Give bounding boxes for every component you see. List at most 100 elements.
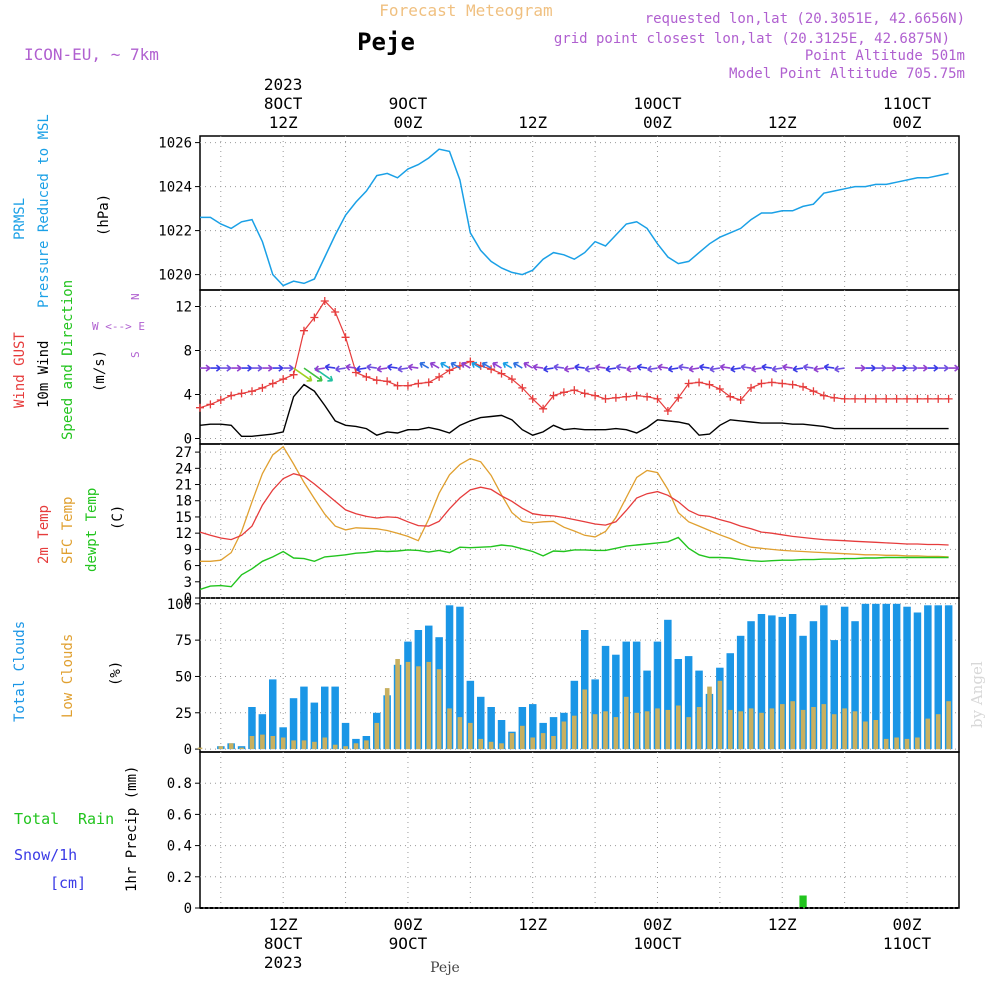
gust-marker [196, 403, 204, 412]
wind-direction-arrow [761, 363, 772, 371]
y-tick-label: 8 [184, 344, 192, 360]
total-cloud-bar [445, 605, 454, 750]
grid-lines [200, 136, 959, 909]
total-cloud-bar [799, 635, 807, 750]
low-cloud-bar [603, 711, 608, 750]
low-cloud-bar [811, 707, 816, 750]
gust-marker [726, 392, 735, 401]
total-cloud-bar [788, 614, 797, 750]
precip-panel [199, 751, 960, 909]
wind-direction-arrow [553, 363, 565, 371]
gust-marker [497, 369, 506, 378]
low-cloud-bar [260, 734, 265, 750]
low-cloud-bar [831, 714, 837, 750]
total-cloud-bar [466, 680, 475, 750]
low-cloud-bar [613, 717, 619, 750]
low-cloud-bar [197, 747, 203, 750]
gust-marker [518, 383, 527, 392]
wind-direction-arrow [200, 364, 211, 372]
gust-marker [424, 378, 433, 387]
gust-marker [320, 297, 329, 305]
total-cloud-bar [664, 619, 672, 750]
gust-marker [788, 380, 797, 389]
gust-marker [705, 380, 714, 389]
pressure-panel [199, 135, 960, 291]
low-cloud-bar [447, 708, 452, 750]
footer-location: Peje [430, 960, 460, 976]
gust-marker [268, 379, 277, 388]
wind-direction-arrow [917, 364, 928, 372]
wind-direction-arrow [584, 365, 596, 373]
pressure-label-unit: (hPa) [96, 194, 112, 236]
low-cloud-bar [915, 737, 920, 750]
total-cloud-bar [653, 641, 662, 750]
y-tick-label: 12 [175, 300, 192, 316]
compass-we: W <--> E [92, 320, 145, 333]
wind-direction-arrow [471, 361, 482, 369]
wind-direction-arrow [896, 364, 908, 372]
wind-direction-arrow [220, 364, 232, 372]
gust-marker [757, 379, 766, 388]
low-cloud-bar [655, 708, 660, 750]
y-tick-label: 0.4 [167, 839, 192, 855]
low-cloud-bar [686, 717, 691, 750]
y-tick-label: 1022 [158, 224, 192, 240]
wind-direction-arrow [688, 365, 700, 373]
total-cloud-bar [601, 645, 610, 750]
wind-direction-arrow [626, 365, 637, 373]
temp-sfc-label: SFC Temp [60, 497, 76, 564]
wind-direction-arrow [314, 365, 325, 373]
wind-direction-arrow [407, 363, 419, 371]
gust-marker [539, 404, 548, 413]
bottom-time-label: 9OCT [389, 934, 428, 953]
wind-direction-arrow [719, 363, 731, 371]
clouds-total-label: Total Clouds [12, 621, 28, 722]
top-time-label: 00Z [643, 113, 672, 132]
total-cloud-bar [477, 696, 485, 750]
wind-direction-arrow [636, 363, 648, 371]
total-cloud-bar [622, 641, 630, 750]
gust-marker [216, 396, 225, 404]
gust-marker [487, 365, 496, 374]
total-cloud-bar [913, 612, 922, 750]
gust-marker [435, 372, 444, 381]
low-cloud-bar [405, 661, 411, 750]
wind-direction-arrow [667, 365, 679, 373]
wind-direction-arrow [834, 365, 845, 373]
gust-marker [861, 394, 870, 403]
precip-snow-label: Snow/1h [14, 846, 77, 864]
total-cloud-bar [310, 702, 319, 750]
low-cloud-bar [769, 708, 775, 750]
t2m-line [199, 473, 949, 546]
low-cloud-bar [821, 704, 827, 750]
total-cloud-bar [258, 714, 267, 750]
total-cloud-bar [851, 621, 859, 749]
bottom-time-label: 00Z [393, 915, 422, 934]
wind-direction-arrow [345, 363, 357, 371]
low-cloud-bar [395, 659, 400, 750]
wind-10m-line [199, 383, 949, 437]
y-tick-label: 15 [175, 510, 192, 526]
total-cloud-bar [684, 656, 693, 750]
precip-rain-label: Rain [78, 810, 114, 828]
total-cloud-bar [830, 640, 838, 750]
y-tick-label: 21 [175, 478, 192, 494]
low-cloud-bar [634, 712, 639, 750]
total-cloud-bar [529, 704, 537, 750]
wind-direction-arrow [771, 365, 783, 373]
wind-direction-arrow [750, 365, 762, 373]
total-cloud-bar [840, 606, 849, 750]
wind-direction-arrow [615, 363, 627, 371]
wind-direction-arrow [241, 364, 253, 372]
y-tick-label: 0.8 [167, 776, 192, 792]
y-tick-label: 0 [184, 901, 192, 917]
low-cloud-bar [322, 737, 328, 750]
low-cloud-bar [301, 740, 307, 750]
total-cloud-bar [892, 603, 901, 750]
low-cloud-bar [228, 743, 234, 750]
wind-direction-arrow [792, 365, 804, 373]
wind-direction-arrow [730, 365, 741, 373]
requested-coords: requested lon,lat (20.3051E, 42.6656N) [645, 11, 965, 27]
total-cloud-bar [269, 679, 277, 750]
wind-direction-arrow [709, 365, 721, 373]
